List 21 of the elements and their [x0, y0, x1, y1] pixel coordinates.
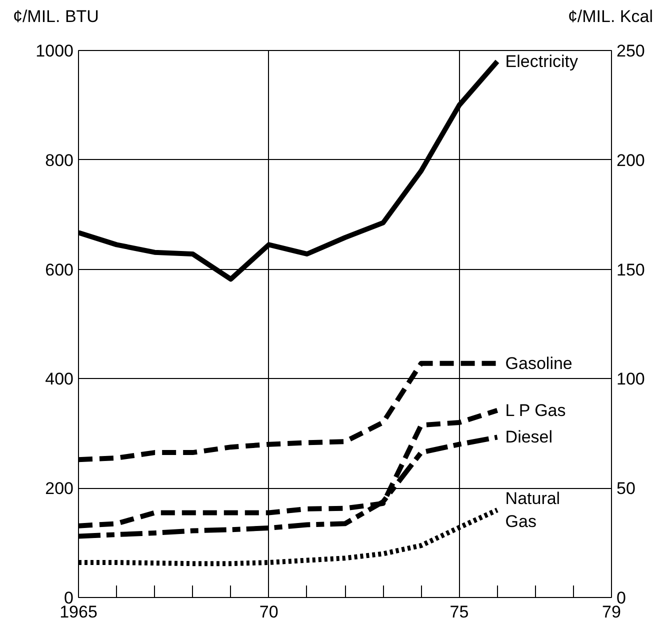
x-tick-label: 75 — [450, 602, 469, 622]
y-tick-label: 800 — [45, 150, 74, 170]
series-label: L P Gas — [505, 400, 566, 420]
x-tick-label: 79 — [602, 602, 621, 622]
y-tick-label: 600 — [45, 260, 74, 280]
y-axis-title: ¢/MIL. BTU — [13, 6, 99, 28]
y2-tick-label: 200 — [616, 150, 645, 170]
y2-tick-label: 150 — [616, 260, 645, 280]
y2-tick-label: 50 — [616, 479, 636, 498]
series-label: Natural Gas — [505, 489, 560, 531]
y-tick-label: 400 — [45, 370, 74, 389]
series-label: Gasoline — [505, 354, 572, 373]
y2-axis-title: ¢/MIL. Kcal — [568, 6, 653, 28]
series-label: Electricity — [505, 52, 579, 71]
x-tick-label: 1965 — [60, 602, 98, 622]
series-label: Diesel — [505, 428, 553, 447]
y-tick-label: 1000 — [36, 42, 74, 60]
y2-tick-label: 100 — [616, 370, 645, 389]
y-tick-label: 200 — [45, 479, 74, 498]
x-tick-label: 70 — [259, 602, 278, 622]
y2-tick-label: 250 — [616, 42, 645, 60]
